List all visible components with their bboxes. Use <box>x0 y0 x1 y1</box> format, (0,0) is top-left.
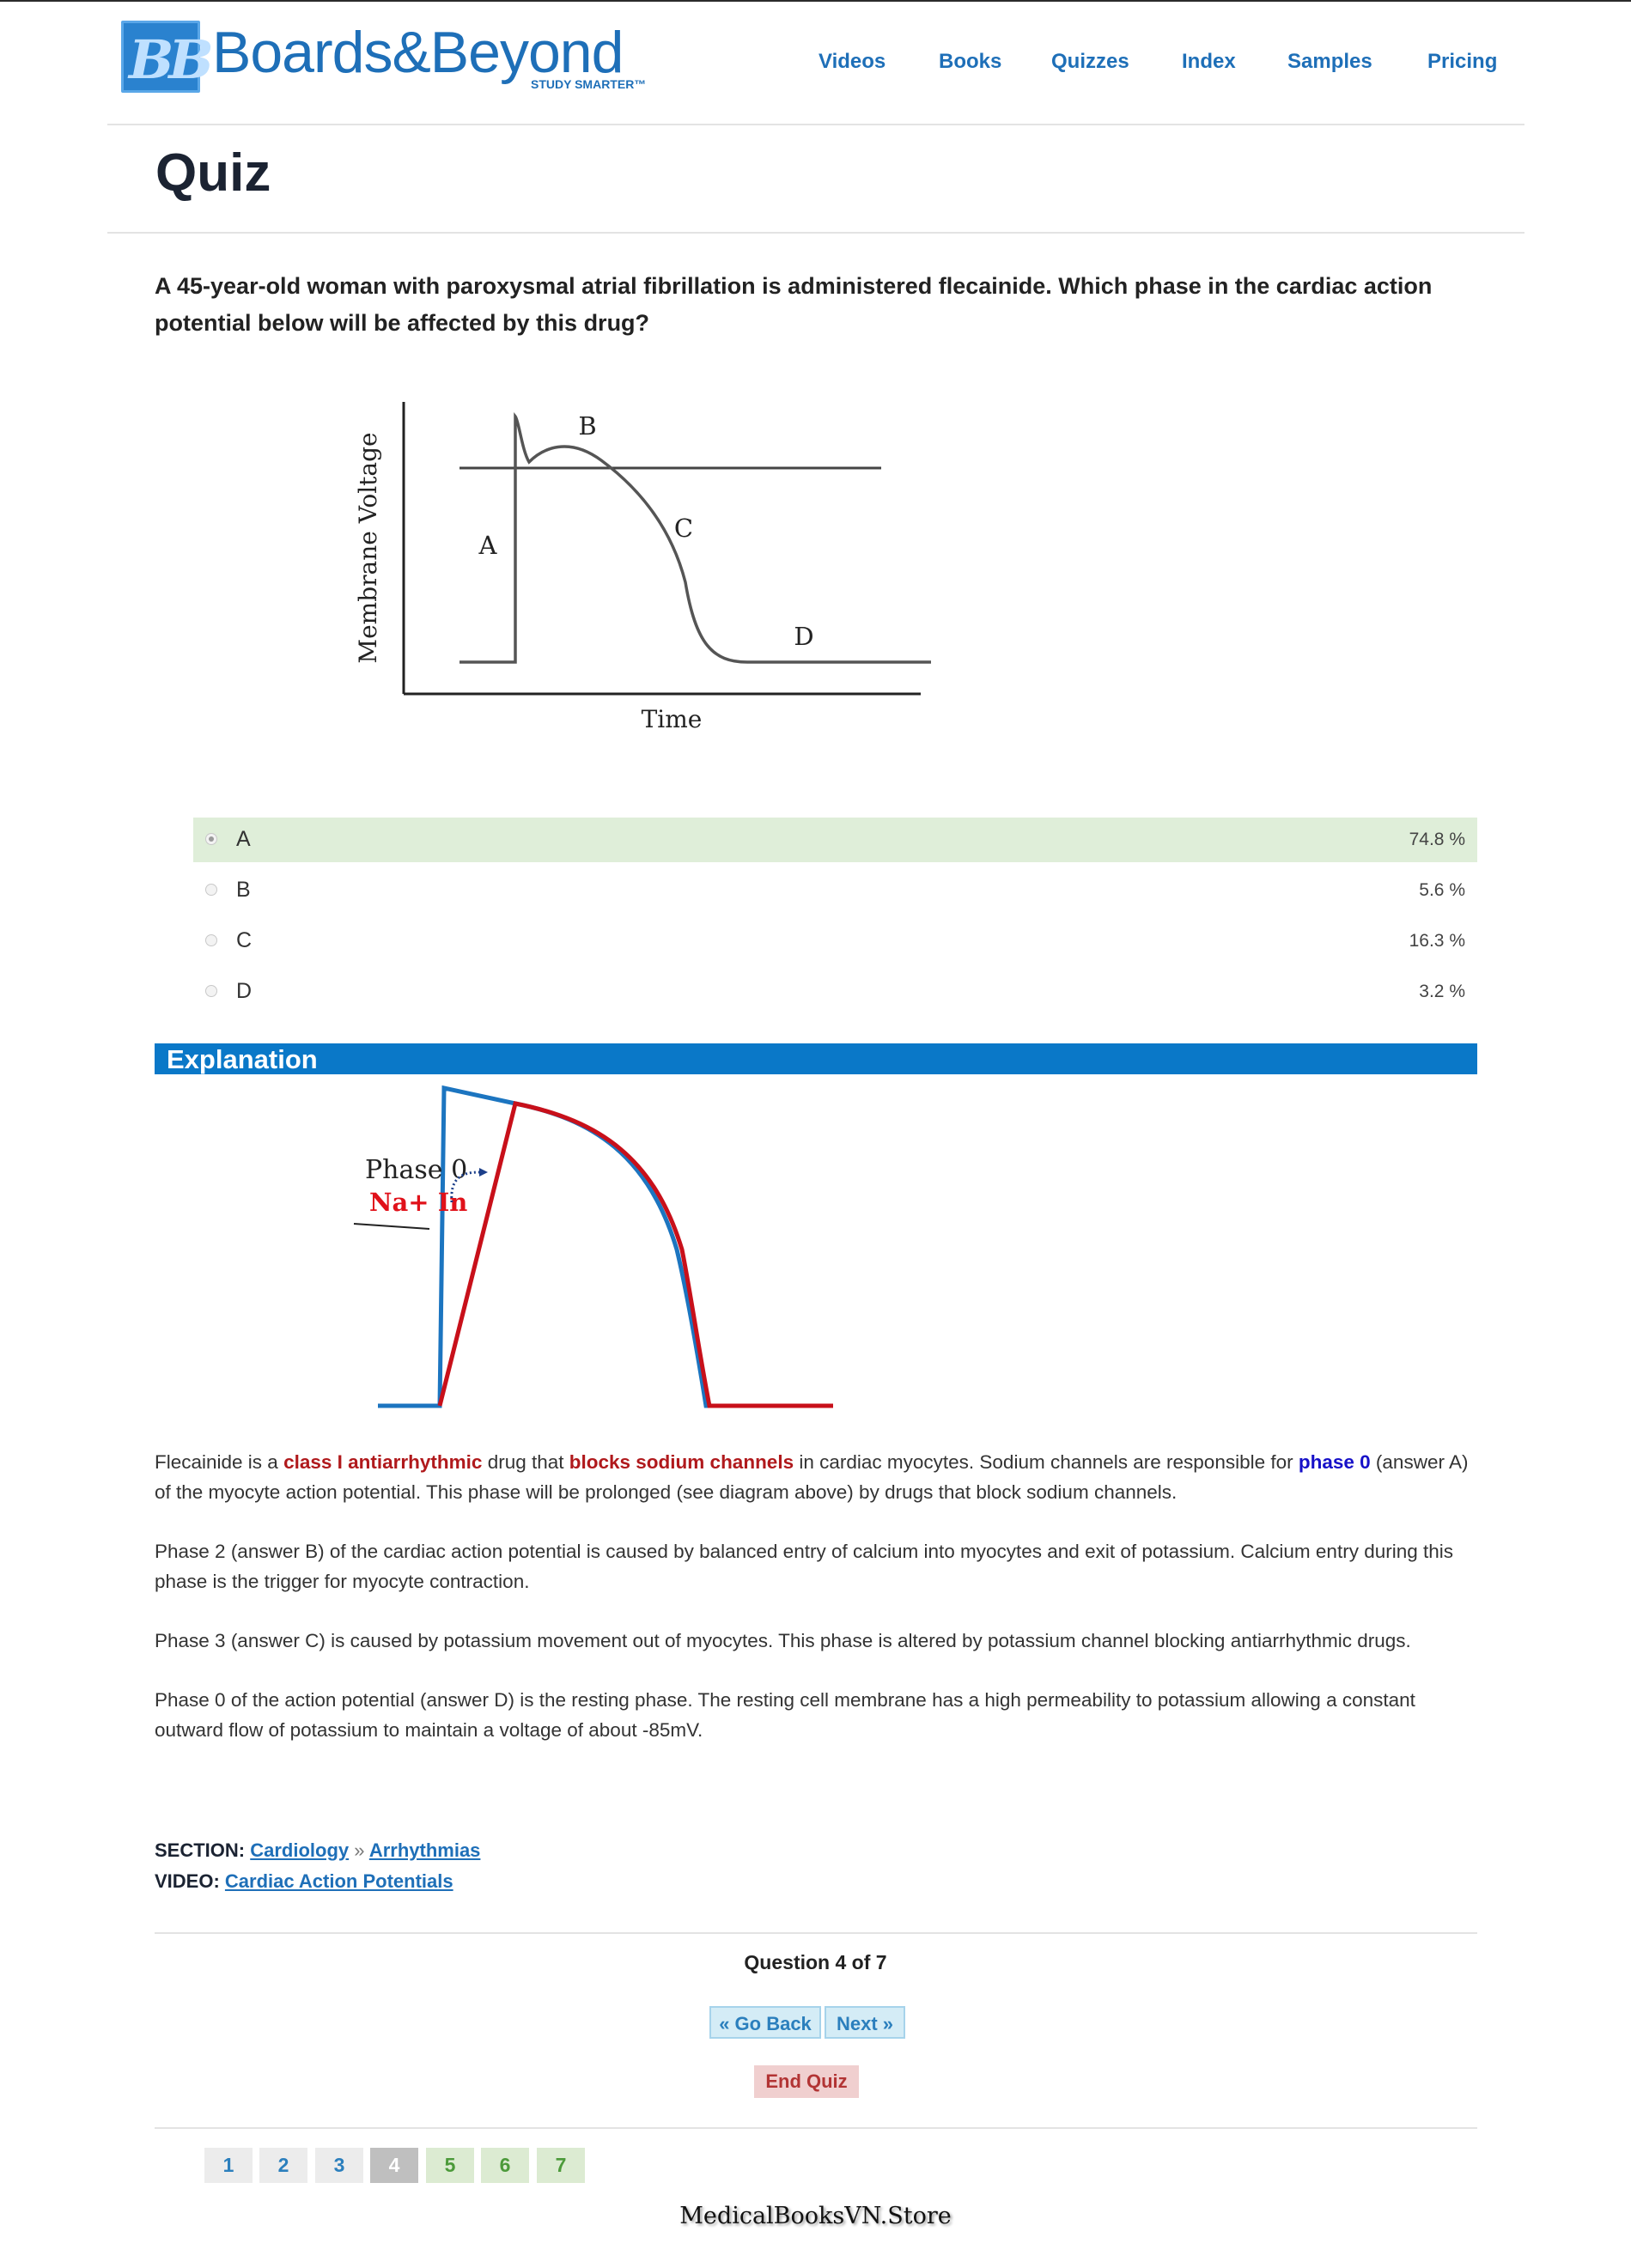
shift-arrow-icon <box>450 1170 480 1203</box>
section-link-cardiology[interactable]: Cardiology <box>250 1839 350 1861</box>
explanation-heading: Explanation <box>167 1044 318 1074</box>
answer-letter: D <box>236 979 253 1003</box>
x-axis-label: Time <box>642 705 703 733</box>
answer-radio[interactable] <box>205 833 217 845</box>
nav-books[interactable]: Books <box>939 50 1002 73</box>
text-run: (answer A) of the myocyte action potenti… <box>155 1451 1469 1503</box>
answer-option-a[interactable]: A 74.8 % <box>193 818 1477 862</box>
pager-item-7[interactable]: 7 <box>537 2148 585 2183</box>
label-b: B <box>578 411 596 441</box>
answer-letter: C <box>236 928 253 952</box>
video-line: VIDEO: Cardiac Action Potentials <box>155 1870 453 1893</box>
answer-list: A 74.8 % B 5.6 % C 16.3 % D 3.2 % <box>193 818 1477 1020</box>
divider <box>155 2127 1477 2129</box>
explanation-paragraph-1: Flecainide is a class I antiarrhythmic d… <box>155 1447 1482 1507</box>
answer-letter: A <box>236 827 251 851</box>
site-header: BB Boards&Beyond STUDY SMARTER™ Videos B… <box>107 15 1524 125</box>
pager-item-3[interactable]: 3 <box>315 2148 363 2183</box>
question-text: A 45-year-old woman with paroxysmal atri… <box>155 273 1433 336</box>
watermark: MedicalBooksVN.Store <box>679 2203 952 2229</box>
next-button[interactable]: Next » <box>825 2006 905 2039</box>
go-back-button[interactable]: « Go Back <box>709 2006 821 2039</box>
explanation-heading-bar: Explanation <box>155 1043 1477 1074</box>
explanation-body: Flecainide is a class I antiarrhythmic d… <box>155 1447 1482 1774</box>
action-potential-diagram: Membrane Voltage Time A B C D <box>354 402 931 733</box>
logo-text[interactable]: Boards&Beyond <box>212 20 624 85</box>
section-label: SECTION: <box>155 1839 246 1861</box>
label-d: D <box>794 622 813 651</box>
explanation-paragraph-3: Phase 3 (answer C) is caused by potassiu… <box>155 1630 1411 1651</box>
pager-item-6[interactable]: 6 <box>481 2148 529 2183</box>
answer-radio[interactable] <box>205 985 217 997</box>
video-label: VIDEO: <box>155 1870 220 1892</box>
answer-radio[interactable] <box>205 934 217 946</box>
logo-mark[interactable]: BB <box>121 21 214 93</box>
y-axis-label: Membrane Voltage <box>354 432 382 663</box>
top-border <box>0 0 1631 2</box>
pager-item-4[interactable]: 4 <box>370 2148 418 2183</box>
answer-percentage: 16.3 % <box>1409 931 1465 951</box>
answer-percentage: 5.6 % <box>1419 880 1465 900</box>
label-c: C <box>674 514 693 543</box>
explanation-paragraph-2: Phase 2 (answer B) of the cardiac action… <box>155 1541 1454 1592</box>
action-potential-curve <box>459 411 931 664</box>
answer-option-c[interactable]: C 16.3 % <box>193 919 1477 964</box>
answer-option-d[interactable]: D 3.2 % <box>193 970 1477 1014</box>
pager-item-1[interactable]: 1 <box>204 2148 253 2183</box>
nav-samples[interactable]: Samples <box>1287 50 1372 73</box>
blocked-action-potential-curve <box>437 1101 833 1408</box>
section-link-arrhythmias[interactable]: Arrhythmias <box>368 1839 481 1861</box>
shift-arrowhead-icon <box>479 1168 488 1177</box>
divider <box>155 1932 1477 1934</box>
title-band: Quiz <box>107 125 1524 234</box>
logo-tagline: STUDY SMARTER™ <box>531 77 647 91</box>
text-run: Flecainide is a <box>155 1451 284 1473</box>
text-run: in cardiac myocytes. Sodium channels are… <box>794 1451 1299 1473</box>
phase0-comparison-diagram: Phase 0 Na+ In <box>353 1085 833 1408</box>
end-quiz-button[interactable]: End Quiz <box>754 2065 859 2098</box>
nav-pricing[interactable]: Pricing <box>1427 50 1498 73</box>
highlight-sodium-channels: blocks sodium channels <box>569 1451 794 1473</box>
pager-item-2[interactable]: 2 <box>259 2148 307 2183</box>
text-run: drug that <box>482 1451 569 1473</box>
page-title: Quiz <box>155 143 271 203</box>
label-pointer-line <box>353 1223 430 1230</box>
pager-item-5[interactable]: 5 <box>426 2148 474 2183</box>
answer-radio[interactable] <box>205 884 217 896</box>
section-line: SECTION: Cardiology » Arrhythmias <box>155 1839 480 1862</box>
explanation-paragraph-4: Phase 0 of the action potential (answer … <box>155 1689 1415 1741</box>
breadcrumb-separator: » <box>354 1839 365 1861</box>
highlight-class-i: class I antiarrhythmic <box>283 1451 483 1473</box>
phase-0-label: Phase 0 <box>365 1155 467 1185</box>
video-link[interactable]: Cardiac Action Potentials <box>224 1870 453 1892</box>
normal-action-potential-curve <box>378 1085 813 1408</box>
highlight-phase-0: phase 0 <box>1298 1451 1371 1473</box>
nav-quizzes[interactable]: Quizzes <box>1051 50 1129 73</box>
answer-percentage: 74.8 % <box>1409 830 1465 849</box>
answer-option-b[interactable]: B 5.6 % <box>193 868 1477 913</box>
answer-letter: B <box>236 878 251 902</box>
nav-videos[interactable]: Videos <box>819 50 886 73</box>
label-a: A <box>478 531 498 560</box>
answer-percentage: 3.2 % <box>1419 982 1465 1001</box>
nav-index[interactable]: Index <box>1182 50 1236 73</box>
question-counter: Question 4 of 7 <box>744 1951 887 1973</box>
